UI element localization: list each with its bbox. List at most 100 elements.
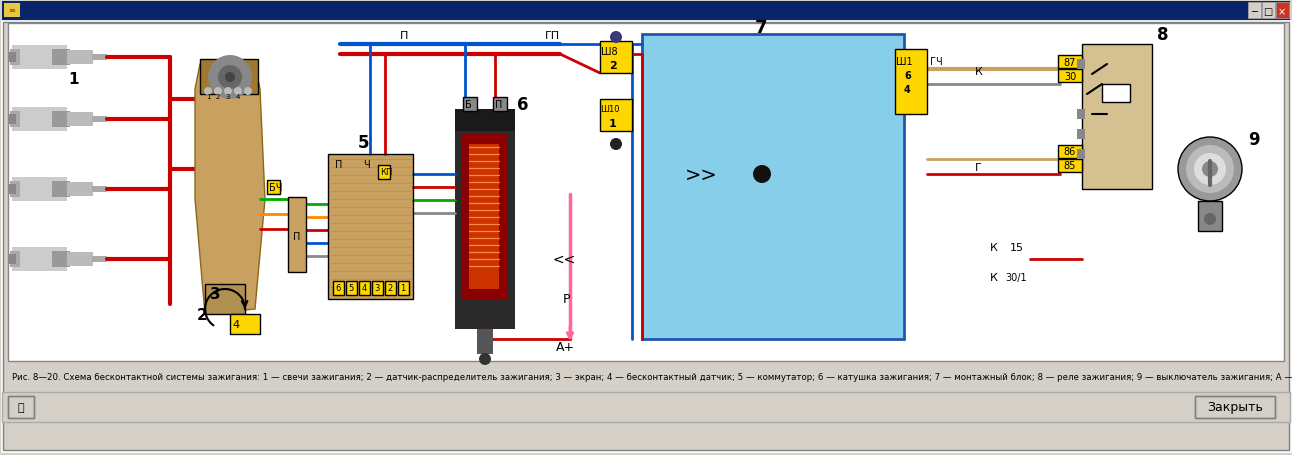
Bar bbox=[469, 145, 499, 289]
Bar bbox=[10, 112, 19, 128]
Bar bbox=[78, 182, 80, 197]
Text: 2: 2 bbox=[216, 94, 220, 100]
Bar bbox=[385, 281, 397, 295]
Bar bbox=[8, 396, 34, 418]
Bar bbox=[4, 4, 19, 18]
Bar bbox=[477, 329, 494, 354]
Text: 1: 1 bbox=[401, 284, 406, 293]
Bar bbox=[379, 166, 390, 180]
Bar bbox=[1078, 150, 1085, 160]
Bar bbox=[10, 182, 19, 197]
Text: 4: 4 bbox=[904, 85, 911, 95]
Bar bbox=[1102, 85, 1130, 103]
Bar bbox=[90, 182, 92, 197]
Bar bbox=[67, 51, 93, 65]
Bar bbox=[10, 50, 19, 66]
Text: □: □ bbox=[1264, 7, 1273, 17]
Text: 6: 6 bbox=[904, 71, 911, 81]
Bar bbox=[455, 110, 516, 329]
Bar bbox=[52, 50, 70, 66]
Bar bbox=[12, 108, 67, 131]
Bar bbox=[288, 197, 306, 273]
Circle shape bbox=[1204, 213, 1216, 226]
Text: К: К bbox=[990, 273, 997, 283]
Text: 30: 30 bbox=[1063, 71, 1076, 81]
Text: 2: 2 bbox=[388, 284, 393, 293]
Bar bbox=[1058, 146, 1081, 159]
Text: Рис. 8—20. Схема бесконтактной системы зажигания: 1 — свечи зажигания; 2 — датчи: Рис. 8—20. Схема бесконтактной системы з… bbox=[12, 373, 1292, 382]
Bar bbox=[90, 113, 92, 127]
Text: 1: 1 bbox=[609, 119, 616, 129]
Bar bbox=[372, 281, 382, 295]
Circle shape bbox=[610, 32, 621, 44]
Bar bbox=[1078, 110, 1085, 120]
Bar bbox=[70, 51, 72, 65]
Bar bbox=[267, 181, 280, 195]
Bar bbox=[333, 281, 344, 295]
Bar bbox=[52, 252, 70, 268]
Bar bbox=[78, 113, 80, 127]
Text: 1: 1 bbox=[205, 94, 211, 100]
Text: 15: 15 bbox=[1010, 243, 1025, 253]
Bar bbox=[642, 35, 904, 339]
Text: 85: 85 bbox=[1063, 161, 1076, 171]
Bar bbox=[463, 135, 508, 299]
Circle shape bbox=[234, 88, 242, 96]
Text: Б: Б bbox=[465, 100, 472, 110]
Bar bbox=[1058, 160, 1081, 172]
Bar bbox=[8, 364, 1284, 389]
Text: Ш10: Ш10 bbox=[599, 105, 619, 114]
Circle shape bbox=[218, 66, 242, 90]
Bar bbox=[90, 51, 92, 65]
Text: 3: 3 bbox=[211, 287, 221, 302]
Bar bbox=[1058, 56, 1081, 69]
Bar bbox=[70, 113, 72, 127]
Bar bbox=[87, 51, 88, 65]
Bar bbox=[92, 187, 107, 192]
Text: 5: 5 bbox=[349, 284, 354, 293]
Bar bbox=[8, 185, 16, 195]
Bar bbox=[1198, 202, 1222, 232]
Bar bbox=[1058, 70, 1081, 83]
Text: Закрыть: Закрыть bbox=[1207, 400, 1264, 414]
Text: ГЧ: ГЧ bbox=[930, 57, 943, 67]
Text: 9: 9 bbox=[1248, 131, 1260, 149]
Bar bbox=[328, 155, 413, 299]
Text: 30/1: 30/1 bbox=[1005, 273, 1027, 283]
Bar bbox=[8, 254, 16, 264]
Bar bbox=[10, 252, 19, 268]
Bar bbox=[1248, 3, 1261, 19]
Bar bbox=[230, 314, 260, 334]
Text: >>: >> bbox=[685, 165, 718, 184]
Text: П: П bbox=[293, 232, 301, 242]
Bar bbox=[8, 53, 16, 63]
Circle shape bbox=[753, 166, 771, 184]
Text: 4: 4 bbox=[233, 319, 239, 329]
Text: П: П bbox=[335, 160, 342, 170]
Bar bbox=[642, 35, 904, 339]
Text: 87: 87 bbox=[1063, 57, 1076, 67]
Bar bbox=[1276, 3, 1289, 19]
Text: П: П bbox=[495, 100, 503, 110]
Text: 2: 2 bbox=[609, 61, 616, 71]
Bar bbox=[1058, 160, 1081, 172]
Text: 4: 4 bbox=[362, 284, 367, 293]
Bar bbox=[599, 42, 632, 74]
Text: Ш8: Ш8 bbox=[601, 47, 618, 57]
Bar bbox=[8, 396, 34, 418]
Text: П: П bbox=[401, 31, 408, 41]
Text: 8: 8 bbox=[1158, 26, 1168, 44]
Text: 4: 4 bbox=[236, 94, 240, 100]
Bar bbox=[81, 253, 84, 267]
Polygon shape bbox=[195, 65, 265, 314]
Bar bbox=[359, 281, 370, 295]
Bar bbox=[3, 2, 1289, 22]
Circle shape bbox=[479, 353, 491, 365]
Circle shape bbox=[204, 88, 212, 96]
Bar bbox=[200, 60, 258, 95]
Circle shape bbox=[610, 139, 621, 151]
Circle shape bbox=[1178, 138, 1242, 202]
Text: 1: 1 bbox=[68, 72, 79, 87]
Bar bbox=[1195, 396, 1275, 418]
Bar bbox=[92, 257, 107, 263]
